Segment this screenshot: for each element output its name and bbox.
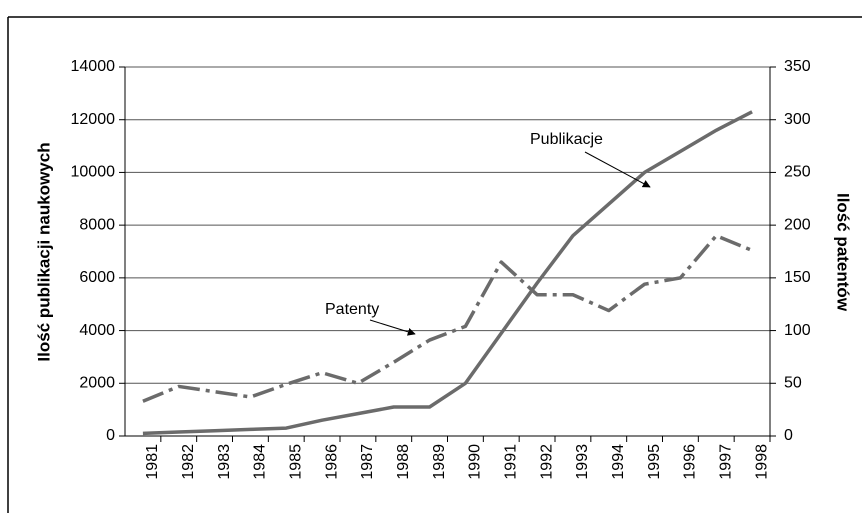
y-tick-label: 12000: [71, 111, 116, 128]
series-line: [142, 233, 753, 403]
annotation-arrow: [369, 319, 416, 336]
y2-tick-label: 250: [784, 164, 811, 181]
y2-axis-title: Ilość patentów: [834, 193, 853, 312]
y-tick-label: 0: [106, 427, 115, 444]
x-tick-label: 1986: [323, 444, 340, 480]
y-tick-label: 8000: [79, 216, 115, 233]
x-tick-label: 1987: [359, 444, 376, 480]
y2-tick-label: 200: [784, 216, 811, 233]
y-tick-label: 4000: [79, 322, 115, 339]
x-tick-label: 1995: [646, 444, 663, 480]
y-tick-label: 2000: [79, 375, 115, 392]
y2-tick-label: 0: [784, 427, 793, 444]
x-tick-label: 1992: [538, 444, 555, 480]
annotation: Patenty: [325, 301, 379, 318]
y2-tick-label: 300: [784, 111, 811, 128]
x-tick-label: 1988: [395, 444, 412, 480]
y2-tick-label: 150: [784, 269, 811, 286]
y2-tick-label: 350: [784, 58, 811, 75]
x-tick-label: 1984: [252, 444, 269, 480]
x-tick-label: 1989: [431, 444, 448, 480]
y-tick-label: 14000: [71, 58, 116, 75]
x-tick-label: 1983: [216, 444, 233, 480]
y-tick-label: 10000: [71, 164, 116, 181]
x-tick-label: 1994: [610, 444, 627, 480]
x-tick-label: 1996: [682, 444, 699, 480]
x-tick-label: 1991: [502, 444, 519, 480]
y-tick-label: 6000: [79, 269, 115, 286]
x-tick-label: 1982: [180, 444, 197, 480]
x-tick-label: 1990: [467, 444, 484, 480]
annotation: Publikacje: [530, 131, 603, 148]
y-axis-title: Ilość publikacji naukowych: [34, 142, 53, 361]
y2-tick-label: 50: [784, 375, 802, 392]
x-tick-label: 1997: [717, 444, 734, 480]
annotation-arrow: [584, 151, 651, 188]
series-line: [142, 110, 753, 436]
x-tick-label: 1993: [574, 444, 591, 480]
x-tick-label: 1985: [287, 444, 304, 480]
y2-tick-label: 100: [784, 322, 811, 339]
x-tick-label: 1981: [144, 444, 161, 480]
x-tick-label: 1998: [753, 444, 770, 480]
